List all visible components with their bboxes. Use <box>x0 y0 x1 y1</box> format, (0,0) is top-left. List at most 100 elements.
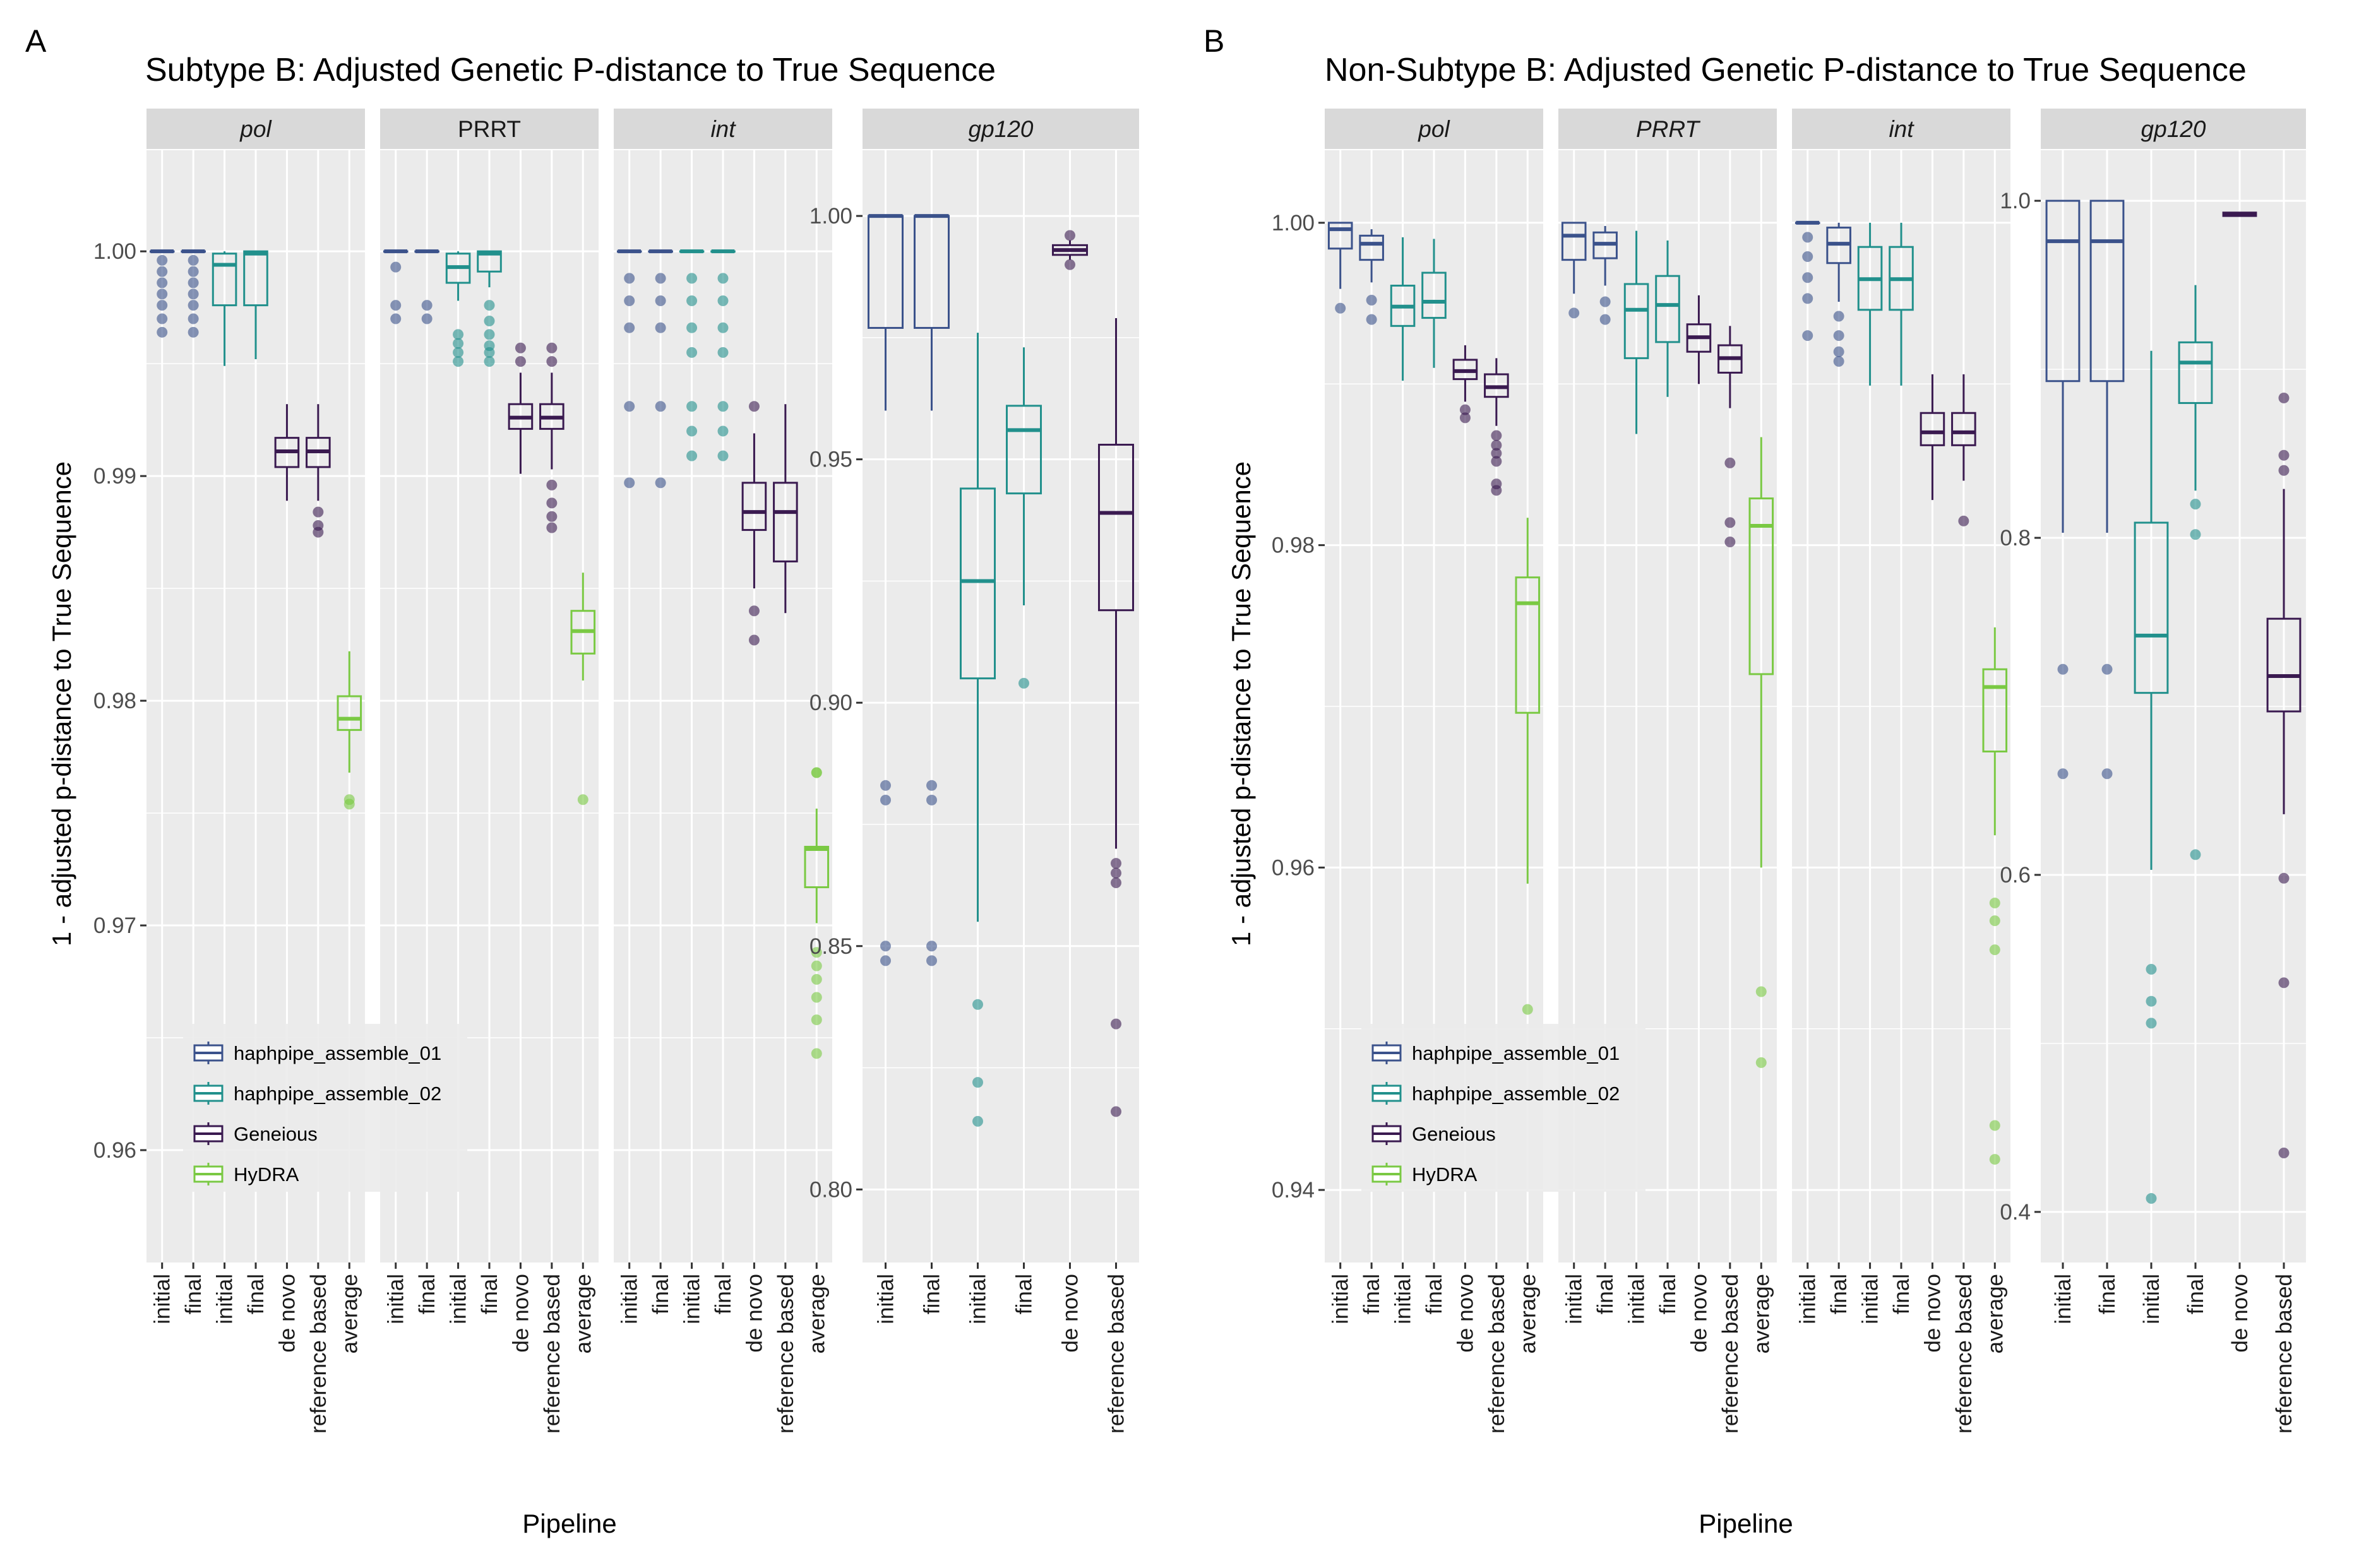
boxplot-a02-initial <box>445 251 471 367</box>
boxplot-hyd-average <box>570 573 596 805</box>
outlier-point <box>1802 330 1813 342</box>
boxplot-gen-de-novo <box>1051 230 1089 270</box>
outlier-point <box>624 273 635 284</box>
outlier-point <box>1833 311 1844 322</box>
facet-panel-background <box>863 150 1139 1262</box>
outlier-point <box>484 300 495 311</box>
outlier-point <box>1802 272 1813 283</box>
facet-strip <box>1325 109 1543 149</box>
legend-label: Geneious <box>234 1123 318 1145</box>
legend-item-hyd: HyDRA <box>193 1163 299 1185</box>
outlier-point <box>2146 1018 2157 1029</box>
facet-strip <box>380 109 599 149</box>
boxplot-a02-initial <box>2134 350 2169 1204</box>
box-iqr <box>243 250 268 307</box>
x-tick-label: reference based <box>540 1274 564 1434</box>
boxplot-a02-final <box>1655 241 1680 397</box>
outlier-point <box>880 780 891 791</box>
outlier-point <box>1724 517 1736 528</box>
legend-item-a01: haphpipe_assemble_01 <box>193 1042 441 1064</box>
outlier-point <box>880 955 891 966</box>
outlier-point <box>188 266 199 277</box>
box-iqr <box>2178 341 2213 404</box>
outlier-point <box>926 955 937 966</box>
boxplot-hyd-average <box>1515 518 1541 1015</box>
box-iqr <box>1623 283 1649 359</box>
boxplot-a01-final <box>414 249 439 324</box>
box-iqr <box>2266 617 2302 713</box>
facet-strip-label: gp120 <box>2141 116 2206 142</box>
boxplot-gen-reference-based <box>2266 392 2302 1158</box>
x-tick-label: de novo <box>1058 1274 1083 1353</box>
facet-strip <box>614 109 832 149</box>
outlier-point <box>624 322 635 333</box>
x-tick-label: final <box>415 1274 439 1314</box>
outlier-point <box>577 794 588 805</box>
outlier-point <box>655 477 666 489</box>
outlier-point <box>811 767 822 778</box>
boxplot-a01-initial <box>1795 220 1820 342</box>
outlier-point <box>1755 1057 1767 1068</box>
panel-b-letter: B <box>1203 23 1224 59</box>
outlier-point <box>1459 412 1471 424</box>
outlier-point <box>546 511 558 522</box>
outlier-point <box>1522 1004 1533 1015</box>
panel-a-letter: A <box>25 23 47 59</box>
boxplot-a01-initial <box>2045 199 2081 780</box>
outlier-point <box>1599 314 1611 325</box>
y-tick-label: 1.00 <box>809 204 852 229</box>
outlier-point <box>1459 404 1471 415</box>
outlier-point <box>686 347 698 358</box>
boxplot-a01-initial <box>383 249 409 324</box>
x-tick-label: average <box>337 1274 362 1353</box>
boxplot-gen-reference-based <box>306 404 331 538</box>
x-tick-label: final <box>648 1274 673 1314</box>
legend-label: haphpipe_assemble_01 <box>1412 1042 1620 1064</box>
outlier-point <box>972 1077 983 1088</box>
x-tick-label: initial <box>1391 1274 1416 1324</box>
y-tick-label: 0.8 <box>2000 526 2031 550</box>
outlier-point <box>2278 1147 2290 1158</box>
x-tick-label: initial <box>966 1274 991 1324</box>
outlier-point <box>717 295 729 306</box>
box-iqr <box>1515 576 1541 714</box>
boxplot-a01-final <box>1359 229 1384 325</box>
boxplot-gen-reference-based <box>1717 326 1743 548</box>
x-tick-label: de novo <box>1687 1274 1711 1353</box>
outlier-point <box>1755 986 1767 997</box>
boxplot-a01-initial <box>1327 222 1353 314</box>
outlier-point <box>1366 314 1377 325</box>
outlier-point <box>515 342 526 353</box>
outlier-point <box>1018 677 1029 689</box>
boxplot-a02-initial <box>1623 230 1649 434</box>
outlier-point <box>157 313 168 324</box>
boxplot-a01-initial <box>149 249 175 338</box>
outlier-point <box>157 300 168 311</box>
panel-b-y-axis-title: 1 - adjusted p-distance to True Sequence <box>1226 461 1256 946</box>
facet-strip-label: int <box>1889 116 1914 142</box>
outlier-point <box>546 342 558 353</box>
box-iqr <box>1561 222 1587 261</box>
x-tick-label: final <box>2095 1274 2120 1314</box>
y-tick-label: 0.6 <box>2000 863 2031 888</box>
legend-background <box>1361 1024 1645 1192</box>
outlier-point <box>157 288 168 300</box>
outlier-point <box>1111 877 1121 889</box>
outlier-point <box>1958 515 1969 526</box>
legend-background <box>183 1024 467 1192</box>
boxplot-a02-initial <box>1390 237 1416 381</box>
outlier-point <box>1833 356 1844 367</box>
outlier-point <box>157 326 168 338</box>
x-tick-label: final <box>1422 1274 1447 1314</box>
facet-strip <box>2041 109 2306 149</box>
y-tick-label: 0.97 <box>93 913 136 938</box>
boxplot-a02-initial <box>679 249 705 461</box>
box-iqr <box>1951 412 1976 446</box>
outlier-point <box>188 254 199 266</box>
box-iqr <box>1655 275 1680 343</box>
box-iqr <box>337 695 362 731</box>
outlier-point <box>624 477 635 489</box>
x-tick-label: average <box>571 1274 595 1353</box>
